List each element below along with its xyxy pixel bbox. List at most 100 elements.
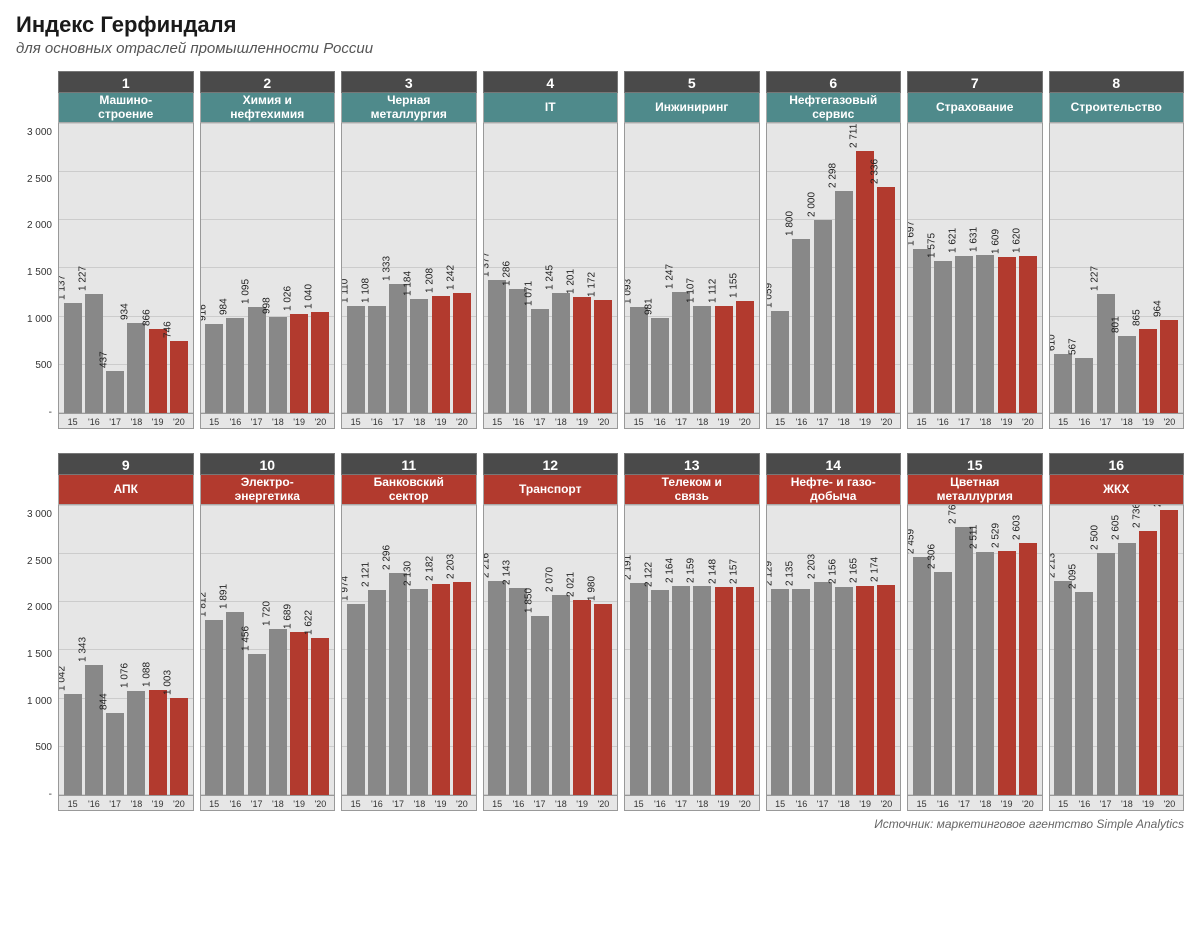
x-tick-label: '20	[734, 414, 755, 428]
panel-number: 3	[341, 71, 477, 93]
bar: 1 620	[1018, 256, 1037, 413]
x-tick-label: '18	[126, 796, 147, 810]
panel-plot: 2 4592 3062 7692 5112 5292 603	[907, 505, 1043, 795]
bar-value-label: 916	[200, 305, 209, 322]
x-tick-label: '16	[225, 796, 246, 810]
x-tick-label: '17	[388, 414, 409, 428]
panel-number: 11	[341, 453, 477, 475]
panel-plot: 2 1912 1222 1642 1592 1482 157	[624, 505, 760, 795]
panel-plot: 6105671 227801865964	[1049, 123, 1185, 413]
bar: 2 203	[452, 582, 471, 795]
bar: 2 070	[551, 595, 570, 795]
bar-value-label: 2 296	[382, 545, 393, 570]
x-tick-label: '18	[692, 414, 713, 428]
x-tick-label: 15	[770, 796, 791, 810]
bar: 2 459	[912, 557, 931, 795]
panel-label: Страхование	[907, 93, 1043, 123]
panel-number: 2	[200, 71, 336, 93]
bar-value-label: 1 155	[728, 273, 739, 298]
bar: 2 157	[735, 587, 754, 796]
bar-value-label: 1 333	[382, 256, 393, 281]
x-tick-label: '20	[168, 414, 189, 428]
panel-number: 6	[766, 71, 902, 93]
bar-value-label: 2 157	[728, 558, 739, 583]
x-tick-label: '20	[876, 414, 897, 428]
x-tick-label: '16	[1074, 796, 1095, 810]
panel-label: Электро- энергетика	[200, 475, 336, 505]
bar: 1 093	[629, 307, 648, 413]
panel-label: Телеком и связь	[624, 475, 760, 505]
bar: 1 333	[389, 284, 408, 413]
x-tick-label: '17	[954, 796, 975, 810]
x-axis: 15'16'17'18'19'20	[58, 413, 194, 429]
bar-value-label: 2 164	[665, 558, 676, 583]
x-axis: 15'16'17'18'19'20	[1049, 413, 1185, 429]
x-tick-label: '20	[310, 414, 331, 428]
bar-value-label: 1 227	[1089, 266, 1100, 291]
panel-label: Инжиниринг	[624, 93, 760, 123]
chart-panel: 4IT1 3771 2861 0711 2451 2011 17215'16'1…	[483, 71, 619, 429]
x-axis: 15'16'17'18'19'20	[1049, 795, 1185, 811]
chart-source: Источник: маркетинговое агентство Simple…	[16, 817, 1184, 831]
x-tick-label: '17	[812, 414, 833, 428]
bar-value-label: 2 511	[969, 525, 980, 549]
x-tick-label: '16	[932, 796, 953, 810]
x-tick-label: '20	[168, 796, 189, 810]
bar-value-label: 1 095	[240, 279, 251, 304]
bar: 964	[1160, 320, 1179, 413]
bar-value-label: 1 108	[360, 278, 371, 303]
bar-value-label: 1 891	[219, 584, 230, 609]
x-axis: 15'16'17'18'19'20	[483, 413, 619, 429]
x-axis: 15'16'17'18'19'20	[907, 413, 1043, 429]
bar-value-label: 2 203	[806, 554, 817, 579]
bar: 437	[106, 371, 125, 413]
bar-value-label: 1 575	[926, 233, 937, 258]
x-tick-label: '18	[975, 414, 996, 428]
bar-value-label: 2 336	[870, 159, 881, 184]
panel-label: Машино- строение	[58, 93, 194, 123]
bar-value-label: 1 076	[120, 663, 131, 688]
y-tick-label: 500	[27, 743, 52, 753]
bar: 801	[1117, 336, 1136, 413]
bar: 1 040	[311, 312, 330, 413]
bar-value-label: 2 156	[827, 559, 838, 584]
x-tick-label: '17	[529, 796, 550, 810]
chart-panel: 13Телеком и связь2 1912 1222 1642 1592 1…	[624, 453, 760, 811]
x-axis: 15'16'17'18'19'20	[907, 795, 1043, 811]
panel-plot: 9169841 0959981 0261 040	[200, 123, 336, 413]
bar: 2 529	[997, 551, 1016, 795]
bar-value-label: 964	[1153, 300, 1164, 317]
x-tick-label: '18	[267, 796, 288, 810]
chart-panel: 16ЖКХ2 2132 0952 5002 6052 7362 95015'16…	[1049, 453, 1185, 811]
x-tick-label: '19	[572, 414, 593, 428]
bar: 2 769	[955, 527, 974, 795]
bar-value-label: 2 711	[849, 124, 860, 148]
bar-value-label: 1 377	[483, 252, 492, 277]
panel-label: Химия и нефтехимия	[200, 93, 336, 123]
y-tick-label: 2 500	[27, 175, 52, 185]
bar-value-label: 2 216	[483, 553, 492, 578]
x-axis: 15'16'17'18'19'20	[341, 413, 477, 429]
x-tick-label: '17	[812, 796, 833, 810]
panel-label: Цветная металлургия	[907, 475, 1043, 505]
bar-value-label: 2 174	[870, 557, 881, 582]
bar-value-label: 2 182	[424, 556, 435, 581]
bar: 1 059	[771, 311, 790, 413]
bar: 2 174	[877, 585, 896, 795]
x-axis: 15'16'17'18'19'20	[624, 413, 760, 429]
x-axis: 15'16'17'18'19'20	[200, 413, 336, 429]
bar-value-label: 2 459	[907, 529, 916, 554]
y-tick-label: 3 000	[27, 510, 52, 520]
x-tick-label: '20	[593, 796, 614, 810]
bar: 2 736	[1139, 531, 1158, 795]
bar: 1 112	[714, 306, 733, 413]
x-tick-label: 15	[1053, 796, 1074, 810]
bar-value-label: 2 950	[1153, 505, 1164, 507]
x-tick-label: '19	[430, 414, 451, 428]
chart-panel: 11Банковский сектор1 9742 1212 2962 1302…	[341, 453, 477, 811]
panel-number: 5	[624, 71, 760, 93]
bar: 2 129	[771, 589, 790, 795]
chart-panel: 1Машино- строение1 1371 2274379348667461…	[58, 71, 194, 429]
x-axis: 15'16'17'18'19'20	[58, 795, 194, 811]
y-tick-label: 1 000	[27, 315, 52, 325]
